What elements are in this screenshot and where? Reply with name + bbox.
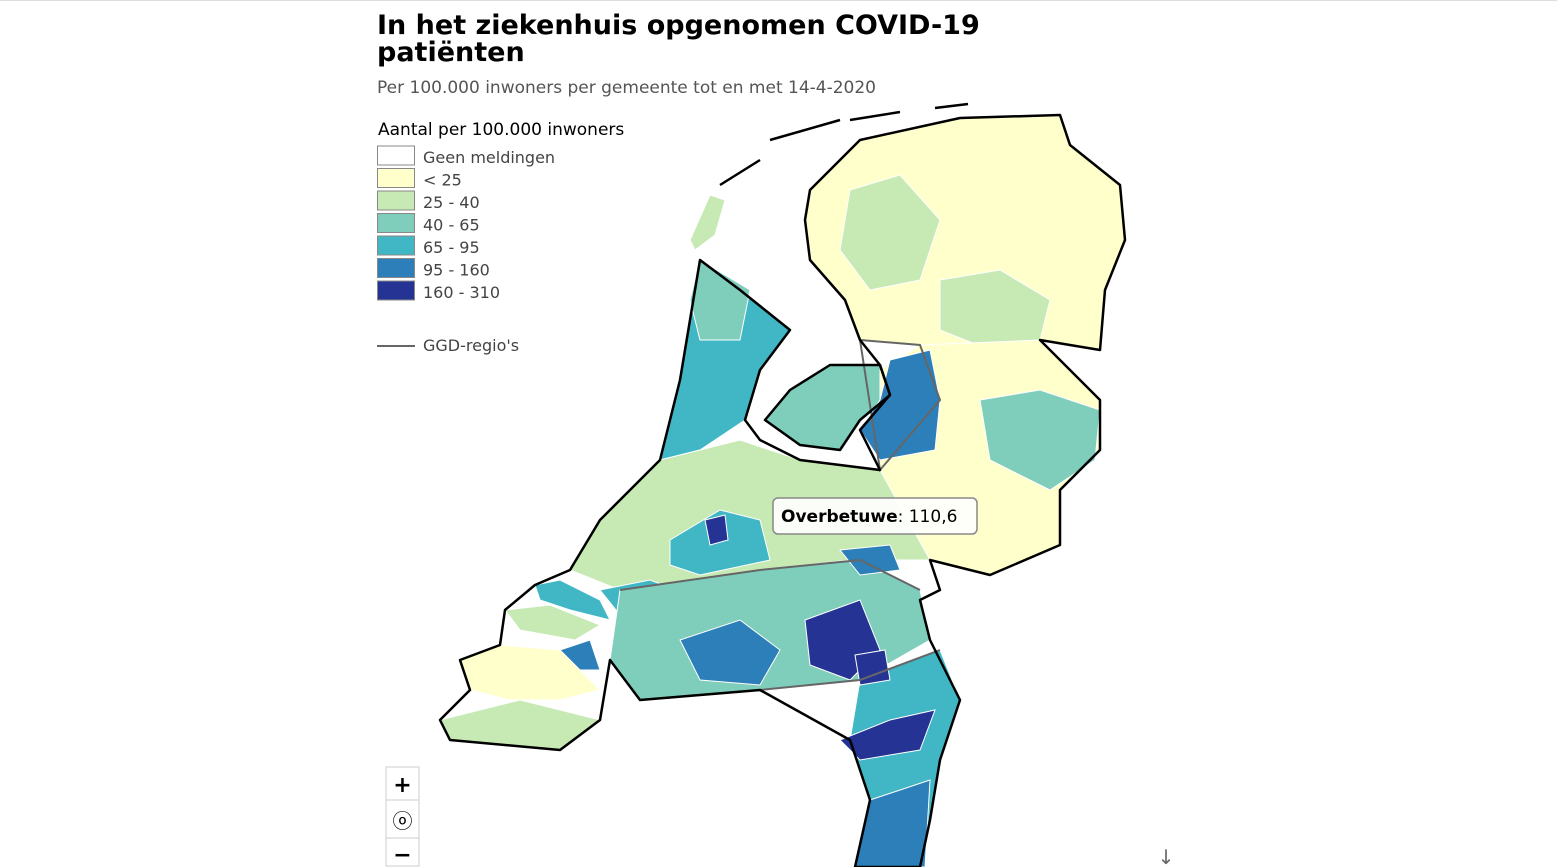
legend-label: < 25 [423,171,462,190]
reset-button[interactable]: ⓞ [393,809,413,833]
ggd-boundary [858,338,942,473]
tooltip-name: Overbetuwe [781,507,898,527]
legend-swatch [377,190,415,211]
legend-swatch [377,258,415,278]
region[interactable] [854,779,931,867]
tooltip: Overbetuwe: 110,6 [772,497,978,535]
zoom-out-button[interactable]: − [393,843,411,867]
legend-swatch [377,213,415,233]
region[interactable] [979,389,1101,491]
title: In het ziekenhuis opgenomen COVID-19 [377,10,980,41]
legend-label: Geen meldingen [423,148,555,167]
zoom-box [385,766,420,867]
region[interactable] [689,194,726,251]
region[interactable] [459,644,601,701]
region[interactable] [704,514,729,546]
map [438,102,1127,867]
legend-label: 25 - 40 [423,193,480,212]
island [934,102,969,110]
legend-label: 65 - 95 [423,238,480,257]
region[interactable] [559,639,601,671]
legend-label: 95 - 160 [423,261,490,280]
island [719,158,761,187]
island [849,110,901,122]
title: patiënten [377,37,525,68]
region[interactable] [689,259,751,341]
legend-label: 160 - 310 [423,283,500,302]
ggd-boundary [759,649,941,691]
zoom-in-button[interactable]: + [393,773,411,798]
tooltip-box [772,497,978,535]
region[interactable] [504,604,602,641]
region[interactable] [679,619,781,686]
region[interactable] [854,649,891,686]
region[interactable] [839,174,941,291]
legend-title: Aantal per 100.000 inwoners [378,120,624,140]
zoom-controls: + ⓞ − [385,766,420,867]
country-outline [438,113,1127,867]
region[interactable] [534,579,611,621]
ggd-boundary [619,558,921,591]
legend-label: 40 - 65 [423,216,480,235]
island [769,118,841,142]
tooltip-text: Overbetuwe: 110,6 [781,507,957,527]
region[interactable] [839,544,901,576]
legend-swatch [377,168,415,188]
flevoland-outline [763,363,892,452]
scroll-hint[interactable]: ↓ [1158,845,1175,867]
tooltip-value: : 110,6 [898,507,958,527]
legend-swatch [377,145,415,166]
legend-swatch [377,235,415,256]
legend: Geen meldingen < 25 25 - 40 40 - 65 65 - 95 9… [377,145,555,302]
subtitle: Per 100.000 inwoners per gemeente tot en… [377,78,876,98]
legend-label: GGD-regio's [423,336,519,355]
legend-swatch [377,280,415,301]
